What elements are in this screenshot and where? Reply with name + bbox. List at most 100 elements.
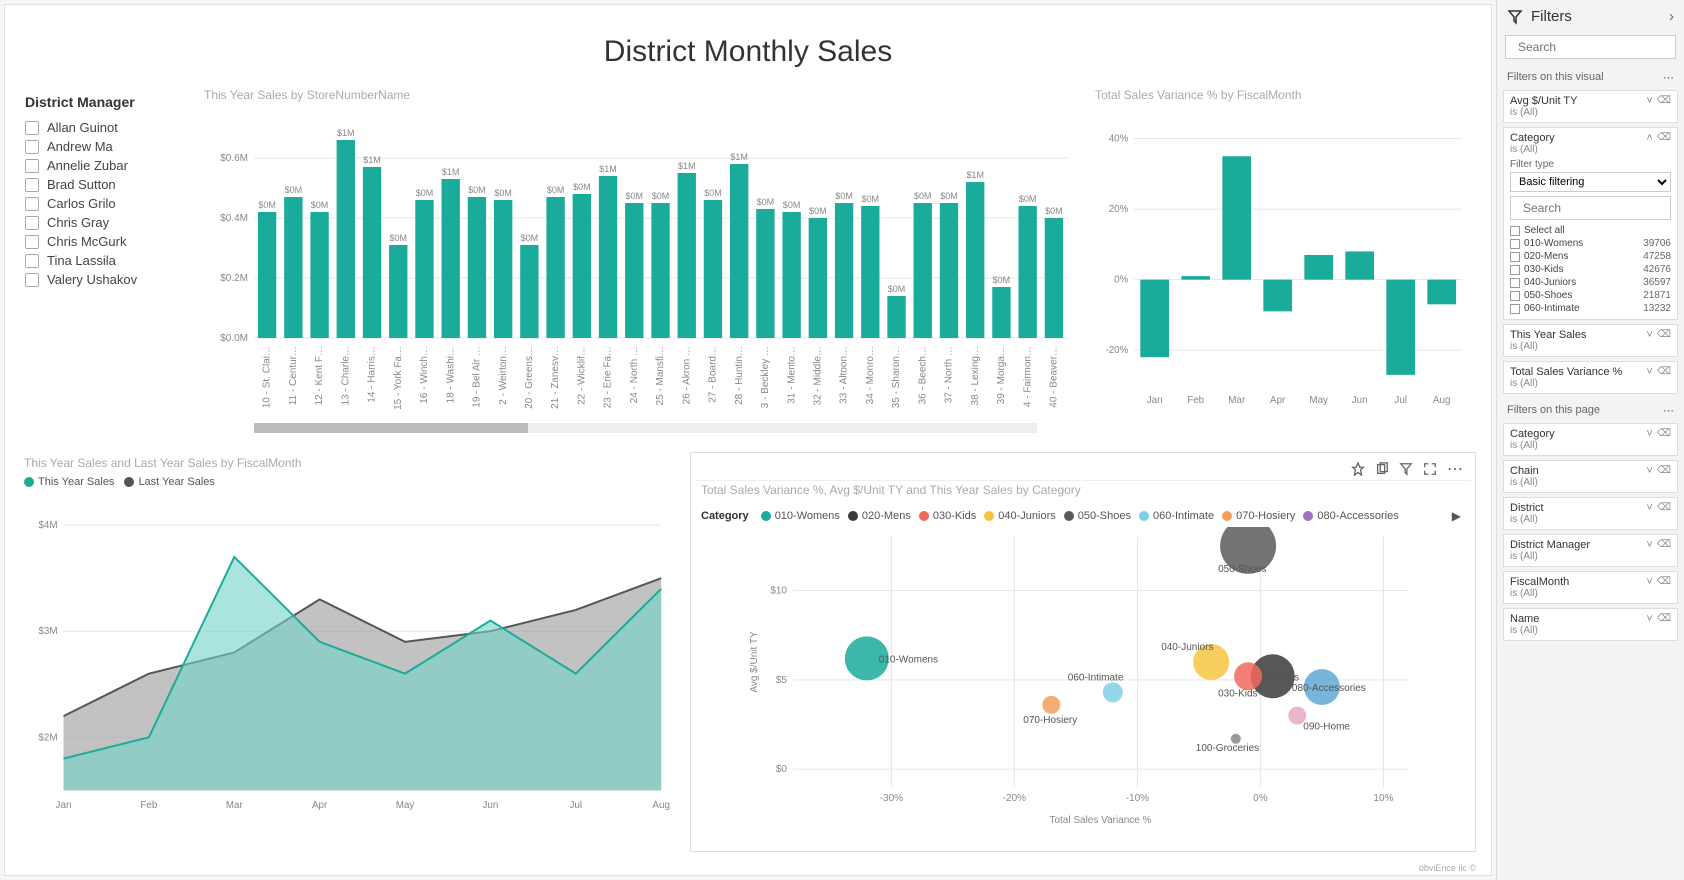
svg-text:Feb: Feb bbox=[1187, 395, 1204, 406]
slicer-item[interactable]: Brad Sutton bbox=[25, 175, 185, 194]
slicer-item[interactable]: Carlos Grilo bbox=[25, 194, 185, 213]
checkbox[interactable] bbox=[25, 178, 39, 192]
svg-text:$0M: $0M bbox=[494, 188, 512, 198]
clear-filter-icon[interactable]: ⌫ bbox=[1657, 428, 1671, 440]
legend-item[interactable]: This Year Sales bbox=[24, 476, 114, 488]
chevron-down-icon[interactable]: ˅ bbox=[1646, 95, 1652, 107]
filter-option[interactable]: 060-Intimate13232 bbox=[1510, 302, 1671, 315]
chevron-down-icon[interactable]: ˅ bbox=[1646, 329, 1652, 341]
bubble-chart-svg: $0$5$10-30%-20%-10%0%10%Total Sales Vari… bbox=[695, 527, 1471, 827]
slicer-item[interactable]: Allan Guinot bbox=[25, 118, 185, 137]
clear-filter-icon[interactable]: ⌫ bbox=[1657, 613, 1671, 625]
clear-filter-icon[interactable]: ⌫ bbox=[1657, 132, 1671, 144]
legend-item[interactable]: Last Year Sales bbox=[124, 476, 214, 488]
checkbox[interactable] bbox=[25, 140, 39, 154]
filter-option[interactable]: 030-Kids42676 bbox=[1510, 263, 1671, 276]
legend-item[interactable]: 040-Juniors bbox=[984, 510, 1055, 522]
filter-card[interactable]: Category˄⌫is (All)Filter typeBasic filte… bbox=[1503, 127, 1678, 320]
filter-search[interactable] bbox=[1510, 196, 1671, 220]
filter-card[interactable]: Avg $/Unit TY˅⌫is (All) bbox=[1503, 90, 1678, 123]
chevron-down-icon[interactable]: ˅ bbox=[1646, 539, 1652, 551]
pin-icon[interactable] bbox=[1351, 462, 1365, 476]
checkbox[interactable] bbox=[1510, 226, 1520, 236]
filter-search-input[interactable] bbox=[1523, 201, 1678, 215]
slicer-item[interactable]: Andrew Ma bbox=[25, 137, 185, 156]
chevron-up-icon[interactable]: ˄ bbox=[1646, 132, 1652, 144]
clear-filter-icon[interactable]: ⌫ bbox=[1657, 95, 1671, 107]
clear-filter-icon[interactable]: ⌫ bbox=[1657, 539, 1671, 551]
filters-search[interactable] bbox=[1505, 35, 1676, 59]
more-icon[interactable]: ⋯ bbox=[1663, 71, 1674, 84]
legend-item[interactable]: 080-Accessories bbox=[1303, 510, 1398, 522]
filter-option[interactable]: 020-Mens47258 bbox=[1510, 250, 1671, 263]
bubble-chart[interactable]: ⋯ Total Sales Variance %, Avg $/Unit TY … bbox=[690, 452, 1476, 852]
checkbox[interactable] bbox=[25, 235, 39, 249]
checkbox[interactable] bbox=[1510, 278, 1520, 288]
variance-bar-chart[interactable]: Total Sales Variance % by FiscalMonth -2… bbox=[1091, 84, 1476, 444]
filter-option[interactable]: Select all bbox=[1510, 224, 1671, 237]
chevron-down-icon[interactable]: ˅ bbox=[1646, 613, 1652, 625]
slicer-item[interactable]: Valery Ushakov bbox=[25, 270, 185, 289]
checkbox[interactable] bbox=[25, 159, 39, 173]
checkbox[interactable] bbox=[1510, 291, 1520, 301]
filter-card[interactable]: Chain˅⌫is (All) bbox=[1503, 460, 1678, 493]
filters-search-input[interactable] bbox=[1518, 40, 1673, 54]
svg-text:$0M: $0M bbox=[783, 200, 801, 210]
collapse-pane-icon[interactable]: › bbox=[1669, 8, 1674, 25]
svg-text:040-Juniors: 040-Juniors bbox=[1161, 642, 1213, 653]
filter-type-select[interactable]: Basic filtering bbox=[1510, 172, 1671, 192]
checkbox[interactable] bbox=[1510, 265, 1520, 275]
clear-filter-icon[interactable]: ⌫ bbox=[1657, 502, 1671, 514]
chevron-down-icon[interactable]: ˅ bbox=[1646, 465, 1652, 477]
slicer-item[interactable]: Chris Gray bbox=[25, 213, 185, 232]
slicer-item[interactable]: Tina Lassila bbox=[25, 251, 185, 270]
filter-card[interactable]: Name˅⌫is (All) bbox=[1503, 608, 1678, 641]
more-icon[interactable]: ⋯ bbox=[1447, 459, 1463, 479]
slicer-item[interactable]: Annelie Zubar bbox=[25, 156, 185, 175]
legend-item[interactable]: 050-Shoes bbox=[1064, 510, 1131, 522]
svg-text:$0M: $0M bbox=[1045, 206, 1063, 216]
legend-scroll-right-icon[interactable]: ▶ bbox=[1448, 509, 1465, 523]
clear-filter-icon[interactable]: ⌫ bbox=[1657, 465, 1671, 477]
scrollbar-thumb[interactable] bbox=[254, 423, 528, 433]
filter-option[interactable]: 050-Shoes21871 bbox=[1510, 289, 1671, 302]
clear-filter-icon[interactable]: ⌫ bbox=[1657, 576, 1671, 588]
chevron-down-icon[interactable]: ˅ bbox=[1646, 366, 1652, 378]
legend-item[interactable]: 060-Intimate bbox=[1139, 510, 1214, 522]
filter-option[interactable]: 010-Womens39706 bbox=[1510, 237, 1671, 250]
checkbox[interactable] bbox=[25, 216, 39, 230]
filter-card[interactable]: District˅⌫is (All) bbox=[1503, 497, 1678, 530]
checkbox[interactable] bbox=[25, 121, 39, 135]
clear-filter-icon[interactable]: ⌫ bbox=[1657, 329, 1671, 341]
store-bar-chart[interactable]: This Year Sales by StoreNumberName $0.0M… bbox=[200, 84, 1081, 444]
clear-filter-icon[interactable]: ⌫ bbox=[1657, 366, 1671, 378]
chevron-down-icon[interactable]: ˅ bbox=[1646, 502, 1652, 514]
legend-item[interactable]: 010-Womens bbox=[761, 510, 840, 522]
checkbox[interactable] bbox=[1510, 304, 1520, 314]
checkbox[interactable] bbox=[1510, 252, 1520, 262]
area-chart[interactable]: This Year Sales and Last Year Sales by F… bbox=[20, 452, 680, 852]
svg-text:28 - Huntin…: 28 - Huntin… bbox=[734, 346, 745, 405]
checkbox[interactable] bbox=[25, 197, 39, 211]
filter-card[interactable]: FiscalMonth˅⌫is (All) bbox=[1503, 571, 1678, 604]
svg-text:$0.2M: $0.2M bbox=[220, 273, 248, 284]
legend-item[interactable]: 070-Hosiery bbox=[1222, 510, 1295, 522]
checkbox[interactable] bbox=[25, 273, 39, 287]
filter-card[interactable]: Total Sales Variance %˅⌫is (All) bbox=[1503, 361, 1678, 394]
checkbox[interactable] bbox=[25, 254, 39, 268]
chevron-down-icon[interactable]: ˅ bbox=[1646, 428, 1652, 440]
filter-card[interactable]: District Manager˅⌫is (All) bbox=[1503, 534, 1678, 567]
filter-icon[interactable] bbox=[1399, 462, 1413, 476]
horizontal-scrollbar[interactable] bbox=[254, 423, 1037, 433]
legend-item[interactable]: 030-Kids bbox=[919, 510, 976, 522]
more-icon[interactable]: ⋯ bbox=[1663, 404, 1674, 417]
copy-icon[interactable] bbox=[1375, 462, 1389, 476]
checkbox[interactable] bbox=[1510, 239, 1520, 249]
slicer-item[interactable]: Chris McGurk bbox=[25, 232, 185, 251]
chevron-down-icon[interactable]: ˅ bbox=[1646, 576, 1652, 588]
legend-item[interactable]: 020-Mens bbox=[848, 510, 911, 522]
filter-card[interactable]: Category˅⌫is (All) bbox=[1503, 423, 1678, 456]
filter-card[interactable]: This Year Sales˅⌫is (All) bbox=[1503, 324, 1678, 357]
focus-icon[interactable] bbox=[1423, 462, 1437, 476]
filter-option[interactable]: 040-Juniors36597 bbox=[1510, 276, 1671, 289]
